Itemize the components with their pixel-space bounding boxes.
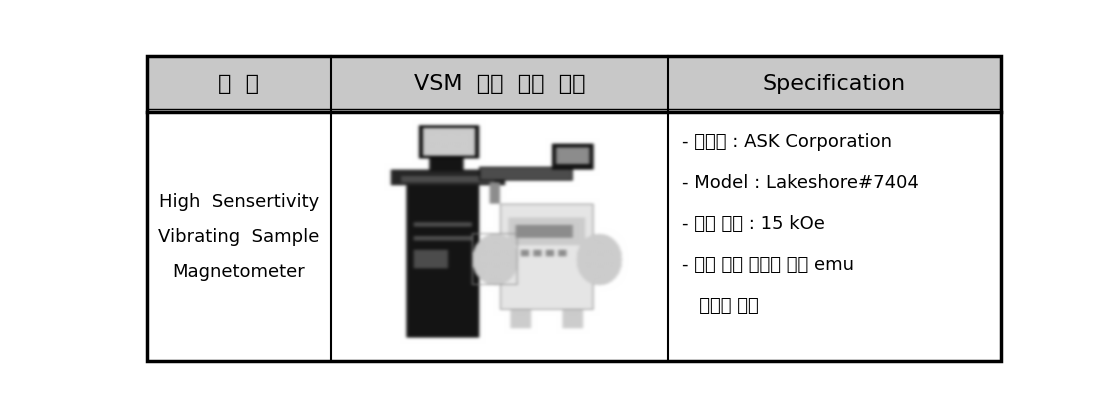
Text: - 무게 측정 불가로 인한 emu: - 무게 측정 불가로 인한 emu <box>682 256 853 274</box>
Bar <box>147 56 1001 112</box>
Text: - 제조사 : ASK Corporation: - 제조사 : ASK Corporation <box>682 133 892 151</box>
Text: VSM  분석  장비  형상: VSM 분석 장비 형상 <box>413 74 585 94</box>
Text: Specification: Specification <box>763 74 906 94</box>
Text: - Model : Lakeshore#7404: - Model : Lakeshore#7404 <box>682 174 918 192</box>
Text: - 인가 자장 : 15 kOe: - 인가 자장 : 15 kOe <box>682 215 824 233</box>
Text: High  Sensertivity
Vibrating  Sample
Magnetometer: High Sensertivity Vibrating Sample Magne… <box>158 193 319 280</box>
Text: 구  분: 구 분 <box>218 74 259 94</box>
Text: 값으로 분석: 값으로 분석 <box>682 297 758 315</box>
Bar <box>147 112 1001 361</box>
